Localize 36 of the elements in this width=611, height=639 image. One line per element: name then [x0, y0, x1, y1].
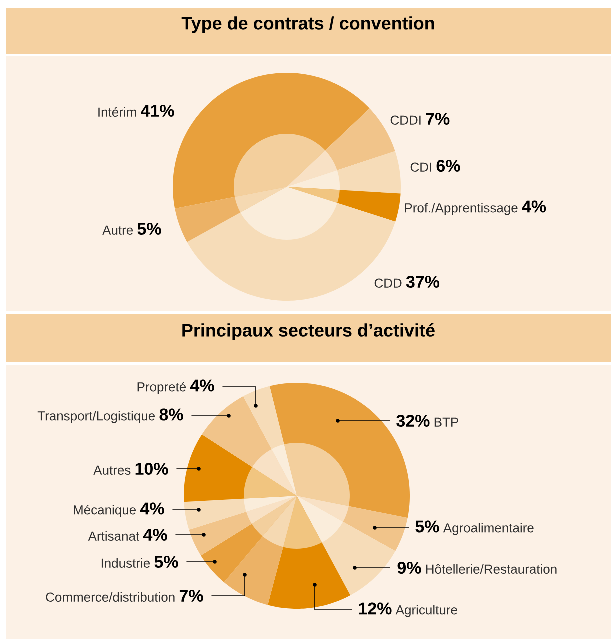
data-label: 4% — [190, 380, 214, 392]
data-label: 10% — [136, 462, 168, 476]
slice-label: Commerce/distribution — [46, 592, 175, 602]
slice-label: CDDI — [390, 116, 421, 125]
data-label: 7% — [180, 590, 204, 602]
data-label: 4% — [522, 200, 546, 213]
slice-label: Autre — [102, 226, 134, 235]
slice-label: Hôtellerie/Restauration — [426, 564, 557, 574]
data-label: 6% — [436, 160, 460, 172]
data-label: 41% — [141, 105, 174, 117]
slice-label: Mécanique — [74, 505, 136, 518]
data-label: 4% — [143, 529, 168, 541]
slice-label: Transport/Logistique — [38, 411, 156, 424]
slice-label: BTP — [434, 418, 458, 427]
slice-label: Propreté — [138, 382, 186, 394]
chart-title: Type de contrats / convention — [182, 16, 434, 34]
data-label: 5% — [416, 520, 440, 533]
data-label: 4% — [140, 502, 164, 515]
data-label: 5% — [138, 223, 162, 236]
data-label: 5% — [154, 556, 178, 568]
slice-label: Industrie — [102, 558, 150, 568]
slice-label: Autres — [94, 466, 131, 475]
slice-label: Agriculture — [396, 605, 458, 618]
data-label: 12% — [359, 602, 392, 615]
data-label: 37% — [406, 276, 440, 288]
data-label: 32% — [396, 414, 430, 428]
slice-label: Agroalimentaire — [443, 523, 534, 536]
data-label: 8% — [160, 408, 184, 421]
data-label: 7% — [426, 113, 450, 125]
slice-label: CDD — [374, 278, 402, 288]
slice-label: Prof./Apprentissage — [405, 203, 518, 216]
slice-label: Artisanat — [88, 531, 140, 541]
slice-label: CDI — [410, 162, 432, 172]
data-label: 9% — [398, 562, 422, 574]
slice-label: Intérim — [98, 107, 136, 117]
chart-title: Principaux secteurs d’activité — [182, 324, 435, 340]
